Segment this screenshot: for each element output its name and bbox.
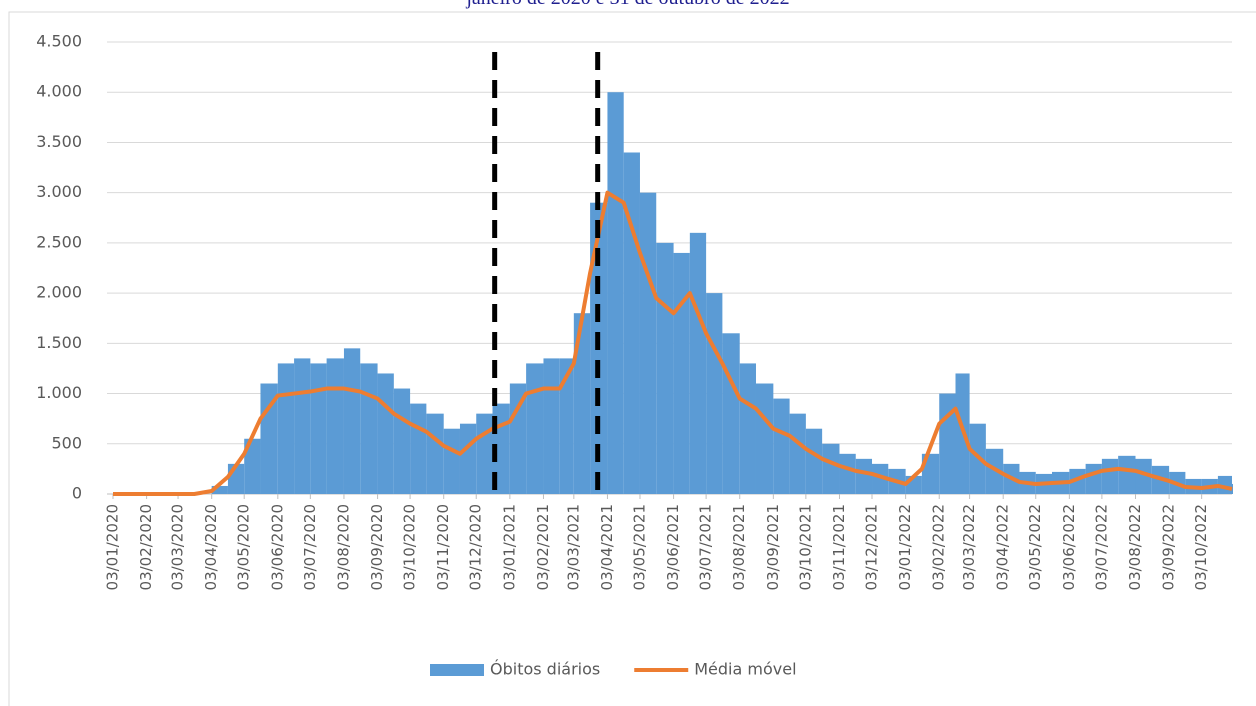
x-tick-label: 03/04/2022 — [994, 504, 1012, 590]
y-tick-label: 4.000 — [36, 82, 82, 101]
bar — [1135, 458, 1152, 494]
x-tick-label: 03/02/2021 — [534, 504, 552, 590]
x-tick-label: 03/03/2022 — [960, 504, 978, 590]
x-tick-label: 03/05/2022 — [1026, 504, 1044, 590]
y-tick-label: 4.500 — [36, 32, 82, 51]
bar — [393, 388, 411, 494]
bar — [211, 485, 228, 494]
bar — [343, 348, 361, 494]
bar — [360, 363, 378, 494]
bar — [921, 453, 940, 494]
bar — [623, 152, 640, 494]
x-tick-label: 03/11/2021 — [830, 504, 848, 590]
bar — [277, 363, 295, 494]
bar — [789, 413, 806, 494]
x-tick-label: 03/09/2021 — [764, 504, 782, 590]
x-tick-label: 03/10/2021 — [796, 504, 814, 590]
chart-frame — [8, 11, 1256, 706]
bar — [1101, 458, 1119, 494]
bar — [855, 458, 873, 494]
bar — [689, 232, 707, 494]
x-tick-label: 03/08/2021 — [730, 504, 748, 590]
x-tick-label: 03/01/2022 — [896, 504, 914, 590]
bar — [573, 313, 591, 494]
x-tick-label: 03/12/2021 — [863, 504, 881, 590]
legend-swatch — [430, 664, 484, 676]
y-tick-label: 3.500 — [36, 132, 82, 151]
x-tick-label: 03/10/2020 — [401, 504, 419, 590]
x-tick-label: 03/03/2021 — [564, 504, 582, 590]
bar — [755, 383, 774, 494]
x-tick-label: 03/04/2021 — [598, 504, 616, 590]
y-tick-label: 1.500 — [36, 333, 82, 352]
y-tick-label: 2.000 — [36, 283, 82, 302]
bar — [1232, 483, 1233, 494]
x-tick-label: 03/09/2020 — [368, 504, 386, 590]
y-tick-label: 3.000 — [36, 182, 82, 201]
y-tick-label: 2.500 — [36, 232, 82, 251]
bar — [377, 373, 394, 494]
x-tick-label: 03/11/2020 — [434, 504, 452, 590]
line — [113, 190, 1233, 496]
bar — [822, 443, 840, 494]
bar — [872, 463, 889, 494]
x-tick-label: 03/06/2020 — [268, 504, 286, 590]
chart-title: janeiro de 2020 e 31 de outubro de 2022 — [465, 0, 789, 9]
x-tick-label: 03/07/2020 — [301, 504, 319, 590]
x-tick-label: 03/02/2020 — [137, 504, 155, 590]
legend-label: Óbitos diários — [490, 660, 600, 679]
bar — [656, 242, 674, 494]
bar — [559, 358, 574, 494]
x-tick-label: 03/05/2021 — [630, 504, 648, 590]
x-tick-label: 03/07/2021 — [697, 504, 715, 590]
x-tick-label: 03/03/2020 — [169, 504, 187, 590]
bar — [639, 192, 657, 494]
y-tick-label: 1.000 — [36, 383, 82, 402]
bar — [1118, 455, 1136, 494]
x-tick-label: 03/06/2022 — [1060, 504, 1078, 590]
x-tick-label: 03/04/2020 — [202, 504, 220, 590]
bar — [773, 398, 790, 494]
bar — [607, 92, 624, 494]
bar — [985, 448, 1004, 494]
x-tick-label: 03/07/2022 — [1092, 504, 1110, 590]
x-tick-label: 03/12/2020 — [467, 504, 485, 590]
bar — [294, 358, 311, 494]
bar — [244, 438, 261, 494]
bar — [706, 293, 723, 494]
x-tick-label: 03/06/2021 — [664, 504, 682, 590]
x-tick-label: 03/02/2022 — [930, 504, 948, 590]
bar — [805, 428, 823, 494]
bar — [839, 453, 856, 494]
bar — [673, 252, 690, 494]
x-tick-label: 03/08/2022 — [1126, 504, 1144, 590]
bar — [1069, 468, 1086, 494]
bar — [410, 403, 427, 494]
bar — [543, 358, 560, 494]
bar — [326, 358, 344, 494]
y-tick-label: 500 — [51, 433, 82, 452]
bar — [722, 333, 740, 494]
bar — [426, 413, 444, 494]
bar — [739, 363, 756, 494]
x-tick-label: 03/10/2022 — [1192, 504, 1210, 590]
bar — [476, 413, 493, 494]
x-tick-label: 03/08/2020 — [334, 504, 352, 590]
x-tick-label: 03/09/2022 — [1160, 504, 1178, 590]
x-tick-label: 03/01/2020 — [104, 504, 122, 590]
x-tick-label: 03/01/2021 — [500, 504, 518, 590]
y-tick-label: 0 — [72, 484, 82, 503]
bar — [1085, 463, 1102, 494]
bar — [459, 423, 477, 494]
x-tick-label: 03/05/2020 — [235, 504, 253, 590]
bar — [443, 428, 460, 494]
legend-label: Média móvel — [694, 660, 796, 679]
bar — [310, 363, 327, 494]
bar — [526, 363, 544, 494]
